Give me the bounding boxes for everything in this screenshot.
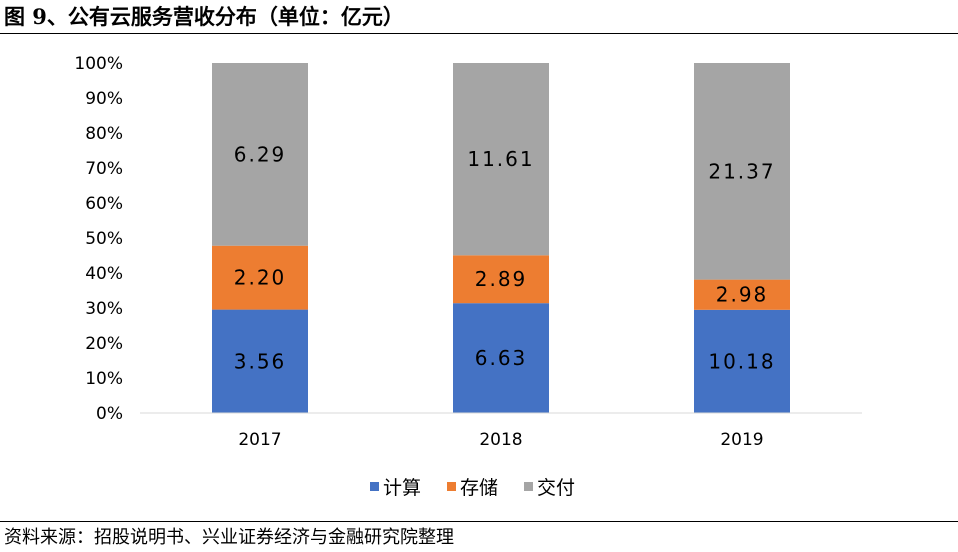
bar-segment-2017-1 — [212, 245, 308, 310]
y-tick-label: 100% — [74, 54, 123, 74]
data-label: 2.98 — [716, 283, 769, 307]
x-axis-ticks: 2017 2018 2019 — [238, 430, 763, 450]
y-tick-label: 90% — [85, 89, 123, 109]
bar-segment-2019-2 — [694, 63, 790, 280]
y-tick-label: 80% — [85, 124, 123, 144]
data-label: 21.37 — [708, 159, 775, 183]
y-tick-label: 40% — [85, 264, 123, 284]
source-note: 资料来源：招股说明书、兴业证券经济与金融研究院整理 — [4, 527, 454, 548]
data-label: 2.20 — [234, 266, 287, 290]
legend-swatch — [447, 482, 456, 491]
y-tick-label: 20% — [85, 334, 123, 354]
stacked-bar-chart: 0% 10% 20% 30% 40% 50% 60% 70% 80% 90% 100% 3.56 2.… — [74, 54, 862, 499]
bar-segment-2017-0 — [212, 309, 308, 413]
data-label: 3.56 — [234, 349, 287, 373]
bar-segment-2018-2 — [453, 63, 549, 256]
legend-label: 交付 — [537, 477, 575, 499]
legend-swatch — [370, 482, 379, 491]
y-tick-label: 0% — [96, 404, 123, 424]
y-tick-label: 70% — [85, 159, 123, 179]
y-tick-label: 50% — [85, 229, 123, 249]
bottom-rule — [0, 521, 958, 522]
data-label: 11.61 — [467, 147, 534, 171]
top-rule — [0, 33, 958, 34]
x-tick-label: 2018 — [479, 430, 522, 450]
data-label: 2.89 — [475, 267, 528, 291]
y-tick-label: 10% — [85, 369, 123, 389]
legend-swatch — [524, 482, 533, 491]
legend-label: 存储 — [460, 477, 498, 499]
legend: 计算 存储 交付 — [370, 477, 575, 499]
bar-segment-2019-1 — [694, 279, 790, 310]
data-label: 6.29 — [234, 142, 287, 166]
bar-segment-2018-0 — [453, 303, 549, 413]
data-label: 10.18 — [708, 349, 775, 373]
y-tick-label: 30% — [85, 299, 123, 319]
data-label: 6.63 — [475, 346, 528, 370]
bar-segment-2018-1 — [453, 255, 549, 304]
y-tick-label: 60% — [85, 194, 123, 214]
y-axis-ticks: 0% 10% 20% 30% 40% 50% 60% 70% 80% 90% 100% — [74, 54, 123, 424]
figure-title: 图 9、公有云服务营收分布（单位：亿元） — [4, 4, 404, 29]
x-tick-label: 2017 — [238, 430, 281, 450]
bar-segment-2017-2 — [212, 63, 308, 246]
bar-segment-2019-0 — [694, 309, 790, 413]
bars: 3.56 2.20 6.29 6.63 2.89 11.61 10.18 2.98 21.37 — [212, 63, 790, 413]
x-tick-label: 2019 — [720, 430, 763, 450]
legend-label: 计算 — [383, 477, 421, 499]
